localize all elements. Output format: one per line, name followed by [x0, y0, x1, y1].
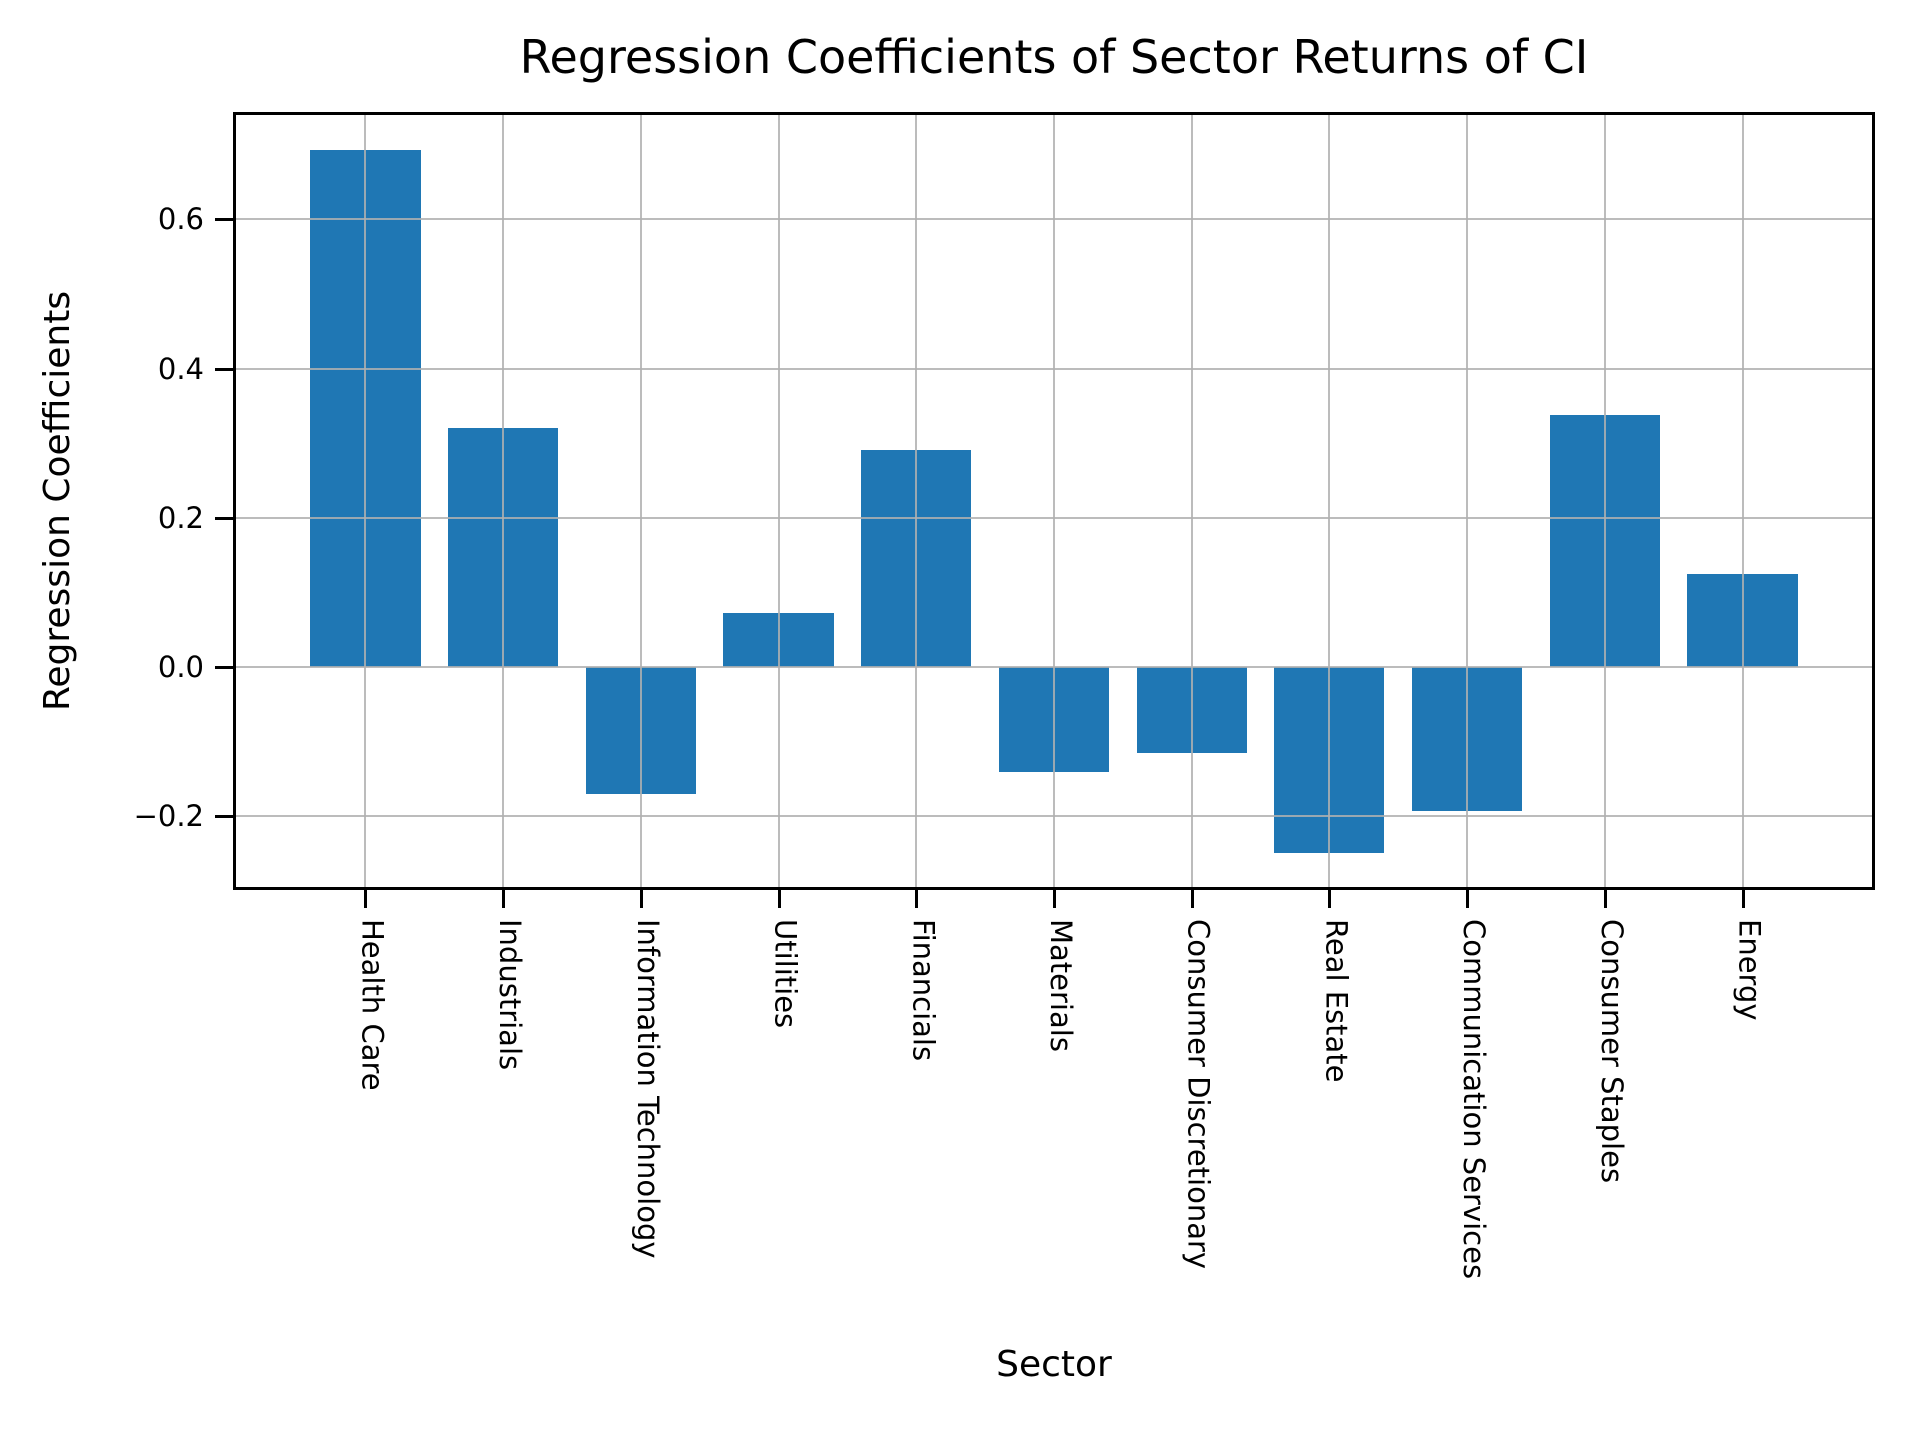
x-tick-mark-real-estate — [1328, 890, 1332, 908]
x-tick-mark-communication-services — [1466, 890, 1470, 908]
x-tick-mark-utilities — [777, 890, 781, 908]
x-tick-mark-materials — [1053, 890, 1056, 908]
gridline-x-utilities — [777, 115, 780, 887]
gridline-y-0.4 — [236, 367, 1872, 370]
gridline-y-0.6 — [236, 218, 1872, 221]
x-tick-label-health-care: Health Care — [355, 919, 390, 1091]
y-tick-label-−0.2: −0.2 — [133, 799, 204, 834]
x-tick-label-materials: Materials — [1044, 919, 1078, 1052]
gridline-y-0.2 — [236, 516, 1872, 519]
y-tick-label-0.4: 0.4 — [157, 351, 204, 386]
gridline-y-0.0 — [236, 665, 1872, 668]
y-tick-mark-0.4 — [215, 367, 233, 371]
gridline-x-materials — [1053, 115, 1055, 887]
x-tick-label-utilities: Utilities — [768, 919, 803, 1029]
gridline-x-information-technology — [639, 115, 642, 887]
y-tick-mark-0.2 — [215, 516, 233, 520]
x-tick-mark-consumer-staples — [1603, 890, 1607, 908]
x-tick-mark-information-technology — [639, 890, 643, 908]
plot-area: 0.6 0.4 0.2 0.0 −0.2 Health Care Industrials In… — [134, 112, 1875, 1279]
x-tick-label-real-estate: Real Estate — [1319, 919, 1354, 1083]
x-tick-label-energy: Energy — [1732, 919, 1767, 1021]
x-tick-mark-financials — [915, 890, 919, 908]
x-tick-label-consumer-discretionary: Consumer Discretionary — [1181, 919, 1216, 1270]
x-tick-label-consumer-staples: Consumer Staples — [1594, 919, 1629, 1184]
gridline-x-consumer-discretionary — [1190, 115, 1193, 887]
y-tick-mark-0.6 — [215, 218, 233, 222]
gridline-y-−0.2 — [236, 815, 1872, 818]
x-tick-mark-industrials — [502, 890, 506, 908]
gridline-x-health-care — [364, 115, 367, 887]
y-tick-label-0.6: 0.6 — [157, 202, 204, 237]
chart-title: Regression Coefficients of Sector Return… — [519, 30, 1589, 84]
x-tick-label-communication-services: Communication Services — [1457, 919, 1492, 1280]
x-tick-mark-consumer-discretionary — [1190, 890, 1194, 908]
y-tick-label-0.0: 0.0 — [157, 649, 204, 684]
gridline-x-energy — [1741, 115, 1744, 887]
x-tick-label-information-technology: Information Technology — [630, 919, 665, 1259]
gridline-x-financials — [915, 115, 918, 887]
y-tick-label-0.2: 0.2 — [157, 500, 204, 535]
gridline-x-consumer-staples — [1603, 115, 1606, 887]
gridline-x-communication-services — [1466, 115, 1469, 887]
x-tick-mark-health-care — [364, 890, 368, 908]
gridline-x-real-estate — [1328, 115, 1331, 887]
y-tick-mark-−0.2 — [215, 815, 233, 819]
x-tick-mark-energy — [1741, 890, 1745, 908]
y-tick-mark-0.0 — [215, 665, 233, 669]
gridline-x-industrials — [502, 115, 505, 887]
x-tick-label-industrials: Industrials — [493, 919, 528, 1071]
x-axis-label: Sector — [996, 1344, 1112, 1385]
x-tick-label-financials: Financials — [906, 919, 941, 1062]
